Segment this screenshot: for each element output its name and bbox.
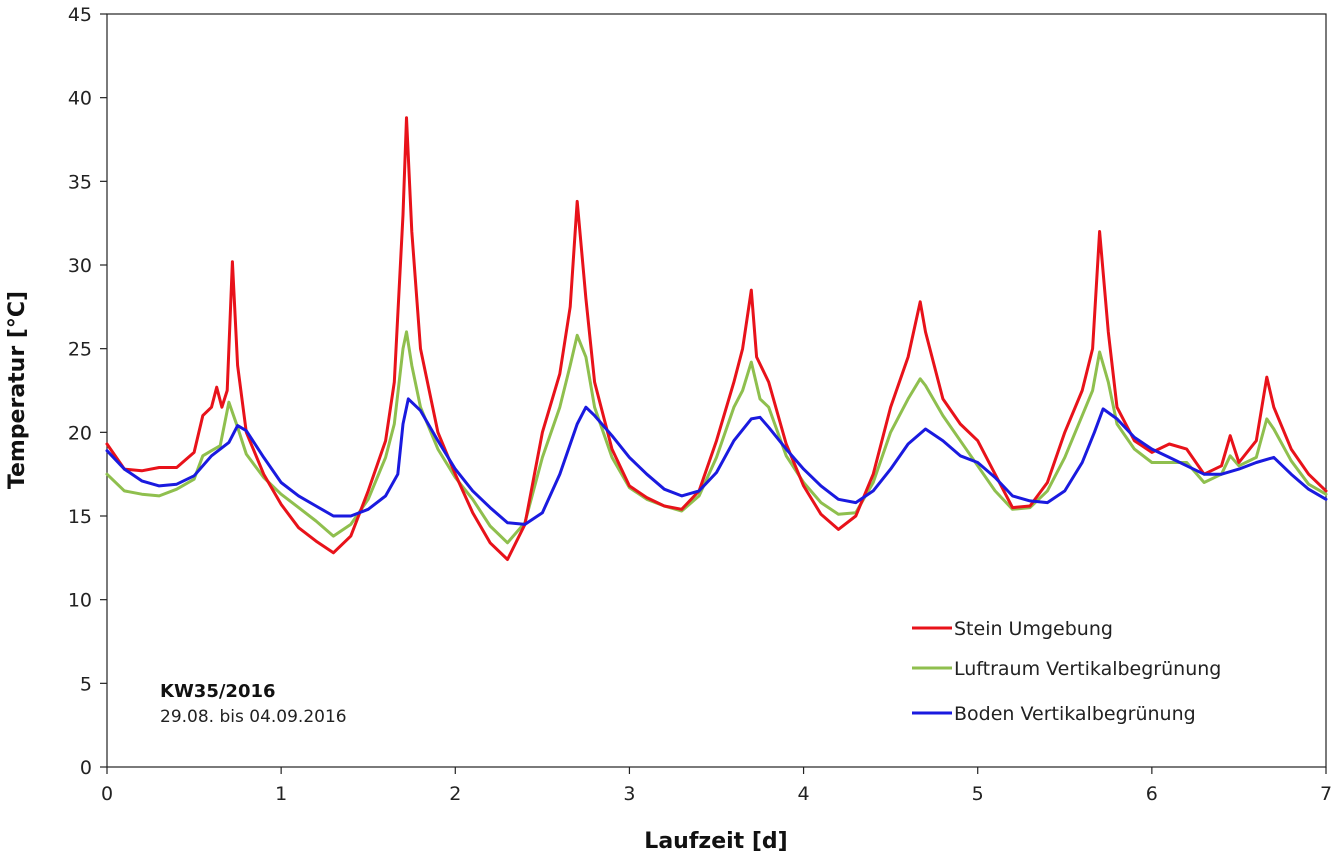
- y-tick-label-20: 20: [68, 422, 92, 444]
- x-tick-label-0: 0: [101, 783, 113, 805]
- y-axis: 0 5 10 15 20 25 30 35 40 45: [68, 4, 107, 779]
- x-tick-label-4: 4: [798, 783, 810, 805]
- x-tick-label-5: 5: [972, 783, 984, 805]
- legend-label-stein-umgebung: Stein Umgebung: [954, 618, 1113, 640]
- x-tick-label-7: 7: [1320, 783, 1332, 805]
- y-tick-label-40: 40: [68, 88, 92, 110]
- y-tick-label-25: 25: [68, 339, 92, 361]
- y-tick-label-0: 0: [80, 757, 92, 779]
- y-tick-label-45: 45: [68, 4, 92, 26]
- x-axis: 0 1 2 3 4 5 6 7: [101, 767, 1332, 805]
- annotation-title: KW35/2016: [160, 681, 276, 702]
- x-tick-label-2: 2: [449, 783, 461, 805]
- y-tick-label-5: 5: [80, 673, 92, 695]
- series-line-boden-vertikalbegr-nung: [105, 397, 1328, 526]
- x-tick-label-6: 6: [1146, 783, 1158, 805]
- y-tick-label-35: 35: [68, 171, 92, 193]
- x-axis-title: Laufzeit [d]: [644, 829, 787, 854]
- y-tick-label-15: 15: [68, 506, 92, 528]
- y-tick-label-30: 30: [68, 255, 92, 277]
- legend: Stein Umgebung Luftraum Vertikalbegrünun…: [912, 618, 1221, 725]
- y-tick-label-10: 10: [68, 590, 92, 612]
- x-tick-label-1: 1: [275, 783, 287, 805]
- series-line-stein-umgebung: [105, 116, 1328, 561]
- y-axis-title: Temperatur [°C]: [5, 291, 30, 489]
- legend-label-boden: Boden Vertikalbegrünung: [954, 703, 1196, 725]
- period-annotation: KW35/2016 29.08. bis 04.09.2016: [160, 681, 347, 727]
- annotation-subtitle: 29.08. bis 04.09.2016: [160, 707, 347, 727]
- plot-area: [106, 13, 1327, 768]
- x-tick-label-3: 3: [623, 783, 635, 805]
- series-layer: [105, 116, 1328, 561]
- legend-label-luftraum: Luftraum Vertikalbegrünung: [954, 658, 1221, 680]
